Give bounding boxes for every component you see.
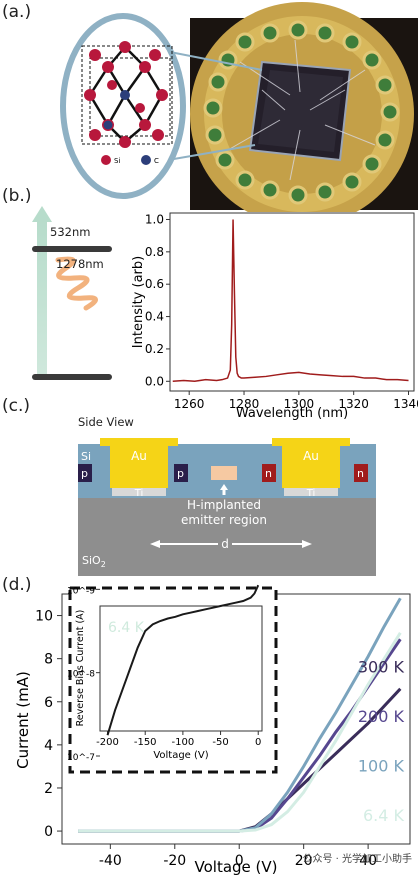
lattice-magnifier [60, 13, 186, 199]
ti-label-left: Ti [134, 488, 144, 499]
p-region-center [174, 464, 188, 482]
iv-y-tick-label: 6 [44, 695, 53, 711]
panel-a-label: (a.) [2, 2, 32, 22]
iv-series-label: 6.4 K [363, 806, 405, 825]
iv-y-tick-label: 4 [44, 738, 53, 754]
pl-y-tick-label: 0.2 [145, 342, 164, 356]
pl-spectrum-line [172, 219, 409, 383]
si-legend-label: Si [114, 157, 120, 165]
panel-b-label: (b.) [2, 186, 32, 206]
inset-y-axis-title: Reverse Bias Current (A) [75, 610, 86, 727]
reverse-bias-curve [106, 584, 260, 736]
si-label: Si [81, 450, 91, 463]
pl-x-tick-label: 1260 [174, 397, 205, 411]
n-region-center [262, 464, 276, 482]
iv-x-tick-label: 0 [235, 853, 244, 869]
inset-x-tick-label: 0 [255, 737, 261, 748]
inset-x-tick-label: -50 [212, 737, 228, 748]
energy-level-diagram: 532nm 1278nm [32, 206, 112, 380]
pl-y-tick-label: 1.0 [145, 212, 164, 226]
pl-x-tick-label: 1340 [393, 397, 418, 411]
pl-y-tick-label: 0.8 [145, 245, 164, 259]
emitter-label-line1: H-implanted [187, 498, 261, 512]
n-label-right: n [357, 467, 364, 480]
inset-x-axis-title: Voltage (V) [153, 750, 208, 761]
excitation-arrow-head [32, 206, 52, 222]
c-legend-label: C [154, 157, 159, 165]
inset-y-tick-label: 10^-7 [67, 753, 95, 763]
panel-a-figure: Si C [60, 2, 418, 212]
au-contact-right [272, 438, 350, 488]
ti-layer-right [284, 488, 338, 496]
inset-y-tick-label: 10^-8 [67, 670, 95, 680]
pl-y-axis-title: Intensity (arb) [131, 256, 146, 348]
iv-x-axis-title: Voltage (V) [195, 858, 278, 876]
iv-series-label: 100 K [358, 756, 405, 775]
pl-plot-frame [169, 212, 415, 392]
upper-level [32, 246, 112, 252]
au-label-left: Au [131, 449, 147, 463]
iv-series-line [78, 597, 402, 833]
inset-temperature-label: 6.4 K [108, 620, 145, 636]
iv-y-tick-label: 0 [44, 824, 53, 840]
pl-y-tick-label: 0.0 [145, 374, 164, 388]
emitter-label-line2: emitter region [181, 513, 267, 527]
pl-y-tick-label: 0.6 [145, 277, 164, 291]
separation-label: d [221, 537, 229, 551]
pl-y-tick-label: 0.4 [145, 310, 164, 324]
iv-x-tick-label: 20 [295, 853, 313, 869]
n-label-center: n [265, 467, 272, 480]
iv-y-tick-label: 2 [44, 781, 53, 797]
lattice-legend: Si C [101, 155, 159, 165]
ground-level [32, 374, 112, 380]
panel-d-label: (d.) [2, 575, 32, 595]
p-region-left [78, 464, 92, 482]
ti-layer-left [112, 488, 166, 496]
iv-x-tick-label: -40 [99, 853, 122, 869]
excitation-arrow [37, 220, 47, 376]
c-legend-marker [141, 155, 151, 165]
au-label-right: Au [303, 449, 319, 463]
iv-series-line [78, 631, 402, 833]
inset-x-tick-label: -200 [96, 737, 119, 748]
lattice-cell [81, 41, 173, 148]
pl-x-tick-label: 1280 [229, 397, 260, 411]
inset-y-tick-label: 10^-9 [67, 586, 95, 596]
pl-x-tick-label: 1320 [338, 397, 369, 411]
p-label-left: p [81, 467, 88, 480]
inset-x-tick-label: -100 [172, 737, 195, 748]
device-cross-section: Side View Si p p n n Au Au Ti Ti H-impla… [78, 415, 376, 576]
chip-photo [190, 2, 418, 212]
pl-spectrum-chart: 0.00.20.40.60.81.0 12601280130013201340 … [131, 212, 418, 420]
sio2-label: SiO2 [82, 554, 106, 569]
iv-series-label: 300 K [358, 657, 405, 676]
iv-y-axis-title: Current (mA) [14, 671, 32, 769]
watermark: 公众号 · 光学加工小助手 [302, 852, 412, 865]
ti-label-right: Ti [306, 488, 316, 499]
iv-x-tick-label: 40 [359, 853, 377, 869]
iv-y-tick-label: 10 [35, 609, 53, 625]
emission-wave [55, 256, 98, 311]
inset-plot-frame [99, 605, 263, 732]
pl-x-tick-label: 1300 [284, 397, 315, 411]
inset-x-tick-label: -150 [134, 737, 157, 748]
iv-y-tick-label: 8 [44, 652, 53, 668]
si-legend-marker [101, 155, 111, 165]
emission-wavelength: 1278nm [56, 257, 104, 271]
panel-c-label: (c.) [2, 396, 31, 416]
iv-x-tick-label: -20 [163, 853, 186, 869]
emitter-pointer [220, 484, 228, 490]
iv-series-label: 200 K [358, 707, 405, 726]
emitter-region [211, 466, 237, 480]
p-label-center: p [177, 467, 184, 480]
au-contact-left [100, 438, 178, 488]
callout-line [167, 144, 256, 161]
excitation-wavelength: 532nm [50, 225, 90, 239]
pl-x-axis-title: Wavelength (nm) [236, 406, 348, 420]
n-region-right [354, 464, 368, 482]
callout-line [169, 51, 263, 71]
side-view-title: Side View [78, 415, 134, 429]
